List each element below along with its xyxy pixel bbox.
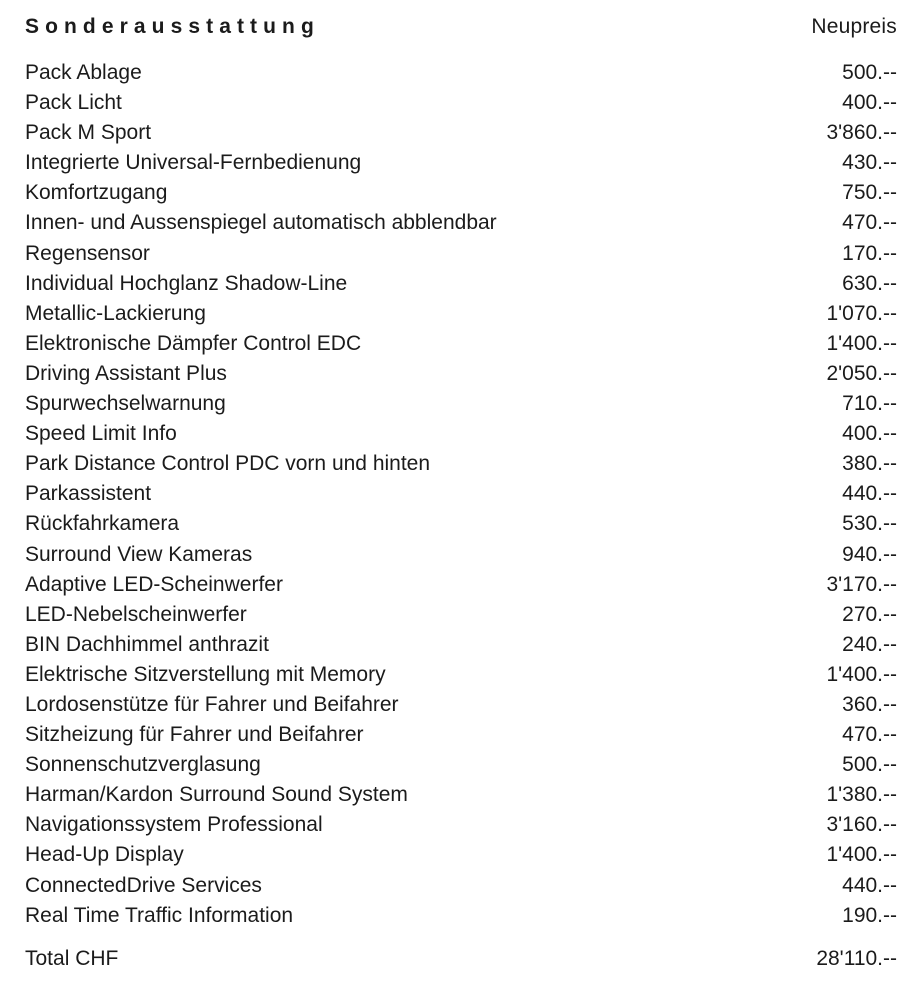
total-row: Total CHF 28'110.-- (25, 944, 897, 974)
option-row: Individual Hochglanz Shadow-Line 630.-- (25, 269, 897, 299)
option-row: Pack M Sport 3'860.-- (25, 118, 897, 148)
option-label: Speed Limit Info (25, 422, 177, 446)
option-label: ConnectedDrive Services (25, 873, 262, 897)
option-price: 470.-- (842, 723, 897, 747)
option-row: Park Distance Control PDC vorn und hinte… (25, 449, 897, 479)
option-label: Elektronische Dämpfer Control EDC (25, 331, 362, 355)
option-price: 190.-- (842, 903, 897, 927)
option-label: LED-Nebelscheinwerfer (25, 602, 247, 626)
list-header: Sonderausstattung Neupreis (25, 12, 897, 42)
option-price: 630.-- (842, 271, 897, 295)
option-price: 400.-- (842, 91, 897, 115)
option-label: Sonnenschutzverglasung (25, 753, 261, 777)
option-row: Adaptive LED-Scheinwerfer 3'170.-- (25, 570, 897, 600)
option-row: Pack Ablage 500.-- (25, 58, 897, 88)
option-row: Metallic-Lackierung 1'070.-- (25, 299, 897, 329)
total-label: Total CHF (25, 946, 119, 970)
option-label: Parkassistent (25, 482, 152, 506)
option-row: Lordosenstütze für Fahrer und Beifahrer … (25, 690, 897, 720)
option-price: 380.-- (842, 452, 897, 476)
option-row: Innen- und Aussenspiegel automatisch abb… (25, 208, 897, 238)
options-price-list: Sonderausstattung Neupreis Pack Ablage 5… (25, 12, 897, 974)
option-row: Head-Up Display 1'400.-- (25, 840, 897, 870)
option-label: Innen- und Aussenspiegel automatisch abb… (25, 211, 497, 235)
option-price: 1'380.-- (826, 783, 897, 807)
option-label: Head-Up Display (25, 843, 184, 867)
option-price: 500.-- (842, 61, 897, 84)
option-label: Driving Assistant Plus (25, 361, 227, 385)
option-price: 940.-- (842, 542, 897, 566)
option-price: 240.-- (842, 632, 897, 656)
option-price: 1'400.-- (826, 331, 897, 355)
option-price: 470.-- (842, 211, 897, 235)
option-price: 270.-- (842, 602, 897, 626)
option-label: BIN Dachhimmel anthrazit (25, 632, 269, 656)
option-price: 1'400.-- (826, 843, 897, 867)
option-row: Speed Limit Info 400.-- (25, 419, 897, 449)
option-label: Surround View Kameras (25, 542, 253, 566)
option-price: 710.-- (842, 392, 897, 416)
option-row: Navigationssystem Professional 3'160.-- (25, 810, 897, 840)
items-list: Pack Ablage 500.-- Pack Licht 400.-- Pac… (25, 58, 897, 931)
option-label: Rückfahrkamera (25, 512, 180, 536)
option-label: Pack Ablage (25, 61, 142, 84)
option-row: Elektrische Sitzverstellung mit Memory 1… (25, 660, 897, 690)
total-price: 28'110.-- (816, 946, 897, 970)
option-row: Parkassistent 440.-- (25, 479, 897, 509)
option-row: Integrierte Universal-Fernbedienung 430.… (25, 148, 897, 178)
option-price: 440.-- (842, 873, 897, 897)
option-row: Komfortzugang 750.-- (25, 178, 897, 208)
option-label: Regensensor (25, 241, 150, 265)
option-label: Harman/Kardon Surround Sound System (25, 783, 408, 807)
option-row: Regensensor 170.-- (25, 239, 897, 269)
option-row: Surround View Kameras 940.-- (25, 540, 897, 570)
option-row: Elektronische Dämpfer Control EDC 1'400.… (25, 329, 897, 359)
option-label: Real Time Traffic Information (25, 903, 294, 927)
option-price: 1'400.-- (826, 662, 897, 686)
section-title: Sonderausstattung (25, 15, 320, 38)
option-row: ConnectedDrive Services 440.-- (25, 871, 897, 901)
option-row: Spurwechselwarnung 710.-- (25, 389, 897, 419)
option-label: Pack Licht (25, 91, 122, 115)
option-price: 400.-- (842, 422, 897, 446)
option-price: 530.-- (842, 512, 897, 536)
option-price: 1'070.-- (826, 301, 897, 325)
option-label: Sitzheizung für Fahrer und Beifahrer (25, 723, 364, 747)
option-price: 3'860.-- (826, 121, 897, 145)
option-price: 170.-- (842, 241, 897, 265)
option-row: Rückfahrkamera 530.-- (25, 509, 897, 539)
option-label: Pack M Sport (25, 121, 152, 145)
option-label: Spurwechselwarnung (25, 392, 226, 416)
option-row: Driving Assistant Plus 2'050.-- (25, 359, 897, 389)
option-price: 2'050.-- (826, 361, 897, 385)
price-column-header: Neupreis (811, 15, 897, 38)
option-row: Harman/Kardon Surround Sound System 1'38… (25, 780, 897, 810)
option-row: Sonnenschutzverglasung 500.-- (25, 750, 897, 780)
option-row: LED-Nebelscheinwerfer 270.-- (25, 600, 897, 630)
option-price: 750.-- (842, 181, 897, 205)
option-row: Sitzheizung für Fahrer und Beifahrer 470… (25, 720, 897, 750)
option-label: Elektrische Sitzverstellung mit Memory (25, 662, 386, 686)
option-price: 430.-- (842, 151, 897, 175)
option-label: Komfortzugang (25, 181, 168, 205)
option-price: 440.-- (842, 482, 897, 506)
option-label: Metallic-Lackierung (25, 301, 206, 325)
option-price: 360.-- (842, 692, 897, 716)
option-row: BIN Dachhimmel anthrazit 240.-- (25, 630, 897, 660)
option-label: Park Distance Control PDC vorn und hinte… (25, 452, 431, 476)
option-row: Pack Licht 400.-- (25, 88, 897, 118)
option-label: Adaptive LED-Scheinwerfer (25, 572, 283, 596)
option-row: Real Time Traffic Information 190.-- (25, 901, 897, 931)
option-label: Individual Hochglanz Shadow-Line (25, 271, 348, 295)
option-label: Integrierte Universal-Fernbedienung (25, 151, 362, 175)
option-price: 3'160.-- (826, 813, 897, 837)
option-label: Navigationssystem Professional (25, 813, 323, 837)
option-price: 3'170.-- (826, 572, 897, 596)
option-label: Lordosenstütze für Fahrer und Beifahrer (25, 692, 399, 716)
option-price: 500.-- (842, 753, 897, 777)
